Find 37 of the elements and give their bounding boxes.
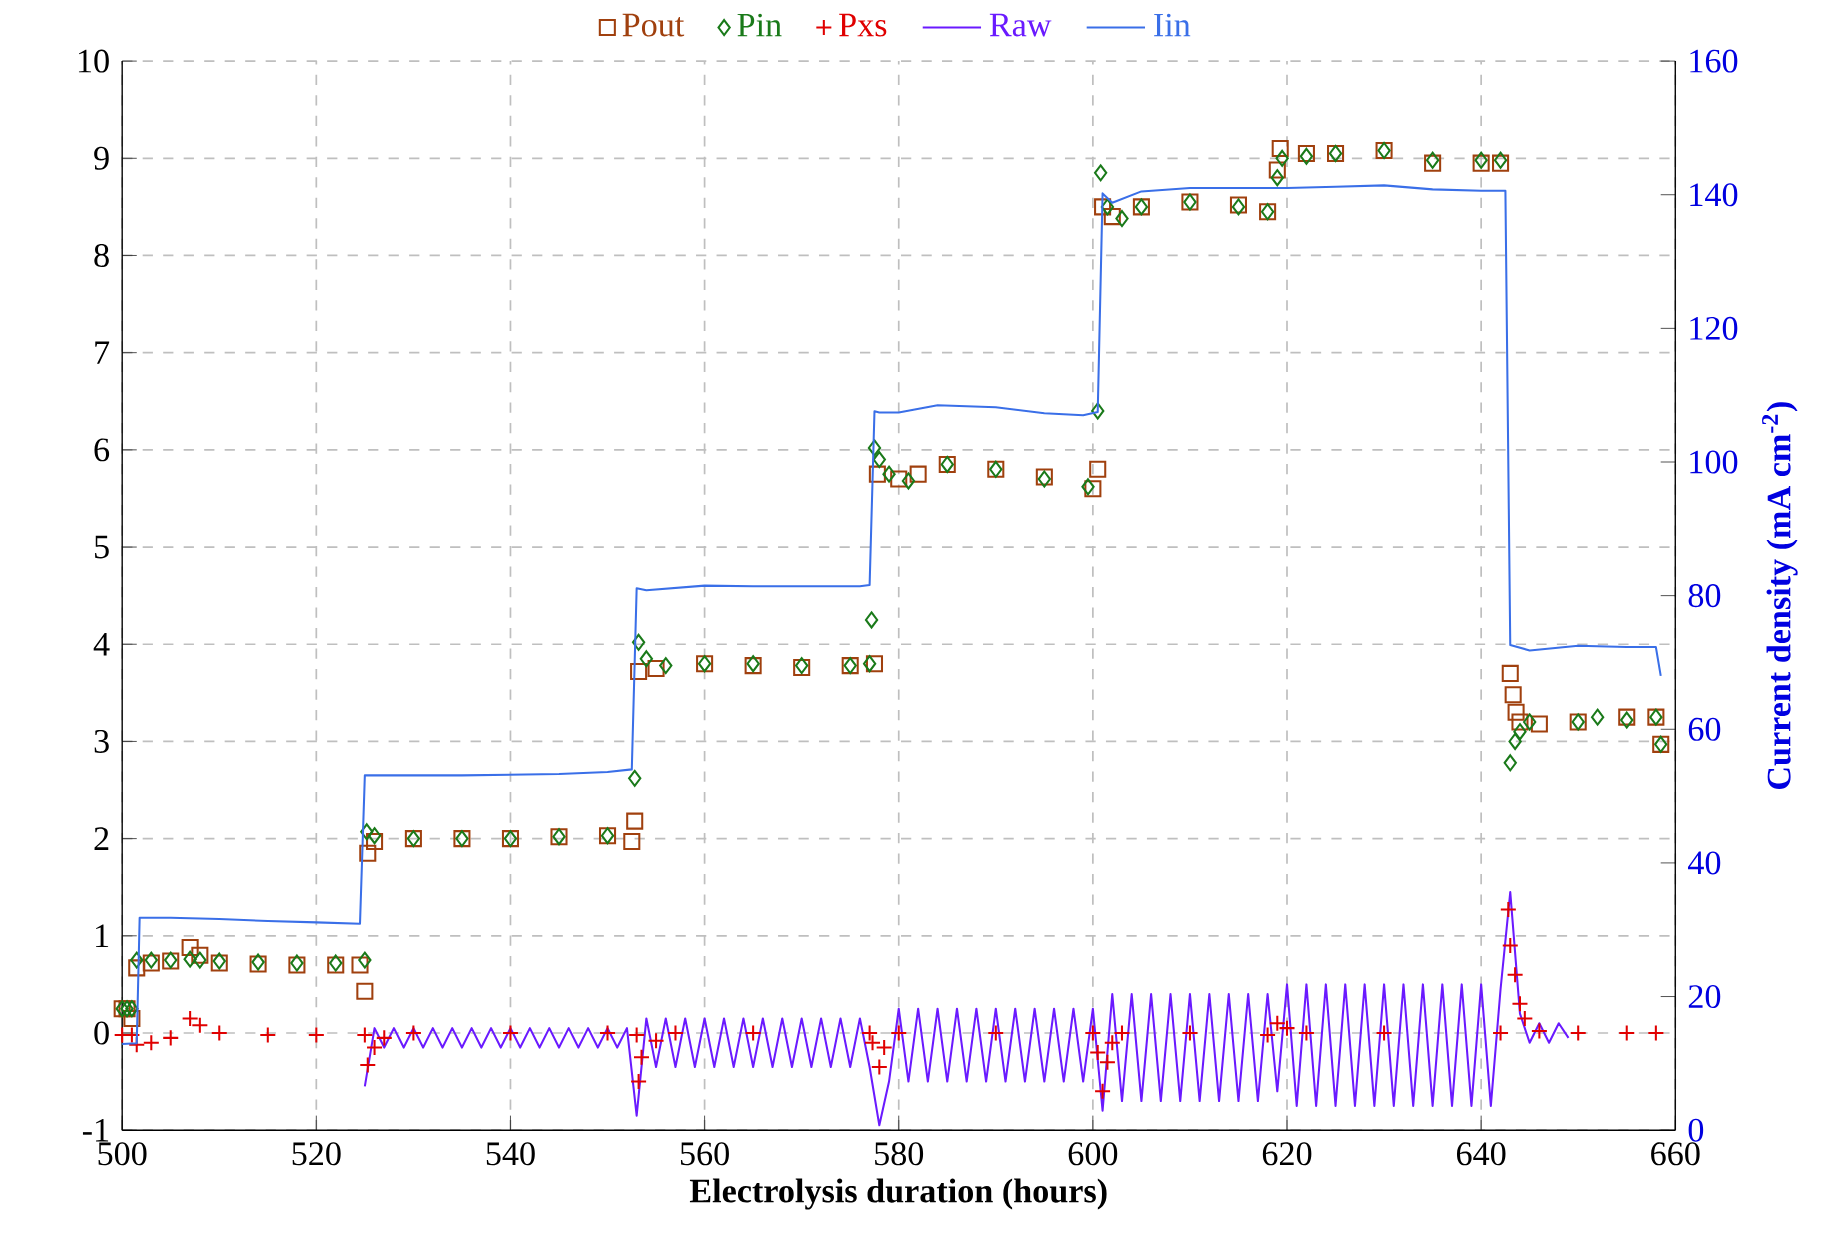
legend-label: Pxs (839, 13, 887, 37)
y-tick-label: 5 (95, 535, 109, 559)
y-tick-label: 0 (94, 1021, 109, 1045)
y-tick-label: 6 (94, 438, 110, 462)
y2-tick-label: 80 (1688, 584, 1721, 608)
y2-tick-label: 120 (1690, 316, 1738, 340)
y-tick-label: 2 (94, 827, 109, 851)
x-tick-label: 540 (486, 1142, 535, 1166)
y-tick-label: 8 (94, 244, 109, 268)
y-tick-label: 3 (94, 730, 109, 753)
y-tick-label: 9 (94, 146, 109, 170)
x-tick-label: 660 (1651, 1142, 1700, 1166)
x-tick-label: 640 (1456, 1142, 1506, 1166)
y2-tick-label: 0 (1688, 1118, 1704, 1142)
x-tick-label: 600 (1068, 1142, 1118, 1166)
y2-tick-label: 160 (1690, 49, 1738, 73)
y-tick-label: 1 (96, 924, 109, 948)
y2-tick-label: 20 (1688, 985, 1721, 1009)
legend-label: Pout (622, 13, 685, 37)
x-axis-title: Electrolysis duration (hours) (689, 1178, 1107, 1210)
x-tick-label: 520 (292, 1142, 341, 1166)
y-tick-label: 10 (78, 49, 109, 73)
y2-tick-label: 140 (1690, 183, 1738, 207)
legend-label: Iin (1154, 13, 1191, 37)
y-tick-label: -1 (82, 1119, 109, 1142)
legend-label: Raw (989, 13, 1052, 37)
y2-tick-label: 40 (1687, 851, 1721, 875)
y-tick-label: 4 (93, 633, 110, 656)
x-tick-label: 580 (875, 1142, 924, 1166)
x-tick-label: 620 (1262, 1142, 1312, 1166)
y2-axis-title: Current density (mA cm$^{-2}$) (1762, 402, 1798, 790)
x-tick-label: 500 (98, 1142, 147, 1166)
y-tick-label: 7 (95, 341, 110, 364)
y2-tick-label: 100 (1690, 450, 1738, 474)
legend-label: Pin (737, 13, 782, 37)
y2-tick-label: 60 (1688, 717, 1721, 741)
x-tick-label: 560 (680, 1142, 729, 1166)
